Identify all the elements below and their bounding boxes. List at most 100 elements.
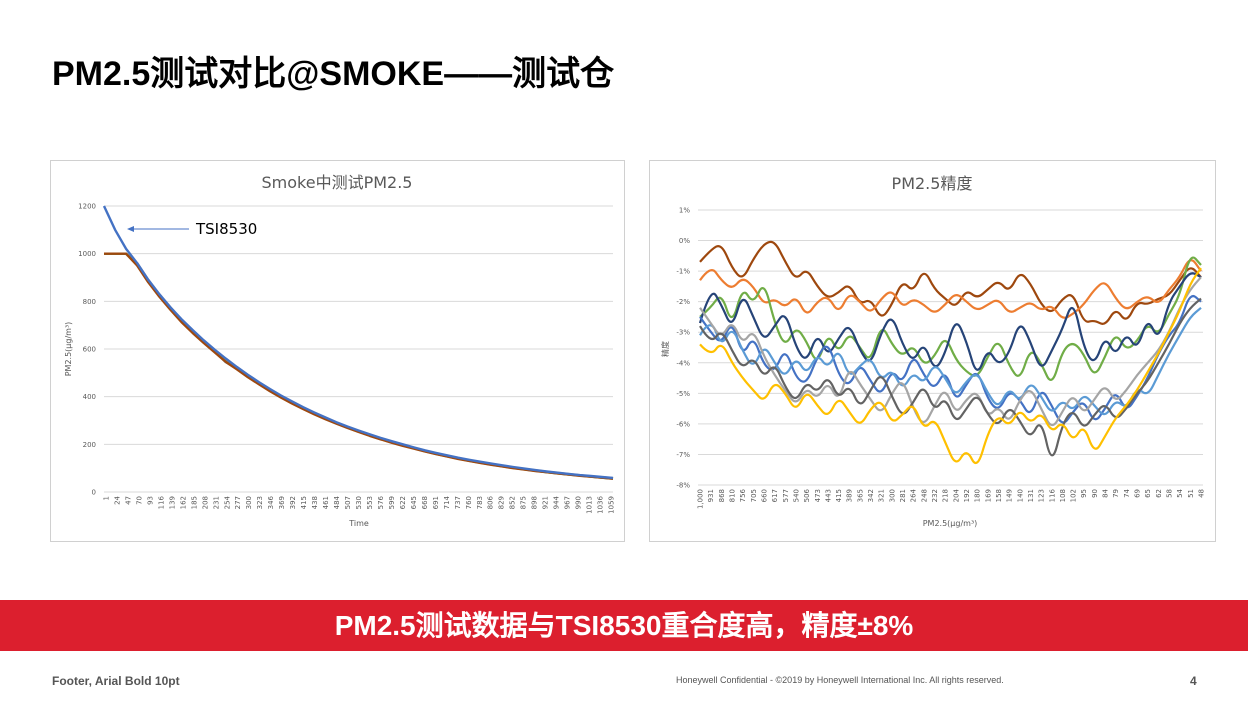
x-tick-label: 599 xyxy=(388,496,396,509)
x-tick-label: 484 xyxy=(333,495,341,509)
x-tick-label: 415 xyxy=(300,496,308,509)
y-tick-label: 0% xyxy=(679,237,690,245)
x-tick-label: 74 xyxy=(1123,488,1131,497)
chart-title: PM2.5精度 xyxy=(892,174,973,193)
y-tick-label: -1% xyxy=(676,268,690,276)
x-tick-label: 705 xyxy=(750,489,758,502)
y-axis-label: PM2.5(μg/m³) xyxy=(64,322,73,377)
x-tick-label: 392 xyxy=(289,496,297,509)
x-tick-label: 931 xyxy=(707,489,715,502)
y-tick-label: 400 xyxy=(83,393,96,401)
x-tick-label: 443 xyxy=(824,489,832,502)
y-tick-label: 600 xyxy=(83,346,96,354)
x-tick-label: 149 xyxy=(1006,489,1014,502)
x-tick-label: 300 xyxy=(245,496,253,509)
series-line xyxy=(699,256,1202,381)
series-line xyxy=(699,267,1202,465)
x-tick-label: 180 xyxy=(974,489,982,502)
series-line xyxy=(104,252,614,480)
x-tick-label: 365 xyxy=(856,489,864,502)
x-tick-label: 576 xyxy=(377,495,385,509)
x-tick-label: 158 xyxy=(995,489,1003,502)
x-tick-label: 530 xyxy=(355,496,363,509)
x-tick-label: 70 xyxy=(135,496,143,505)
y-tick-label: 800 xyxy=(83,298,96,306)
y-tick-label: -5% xyxy=(676,390,690,398)
x-tick-label: 116 xyxy=(1048,488,1056,502)
x-tick-label: 506 xyxy=(803,488,811,502)
x-tick-label: 660 xyxy=(760,489,768,502)
x-tick-label: 668 xyxy=(421,496,429,509)
y-tick-label: 1000 xyxy=(78,250,96,258)
x-tick-label: 1,000 xyxy=(697,489,705,509)
x-tick-label: 783 xyxy=(476,496,484,509)
x-tick-label: 139 xyxy=(168,496,176,509)
x-tick-label: 622 xyxy=(399,496,407,509)
series-line xyxy=(699,240,1202,325)
x-tick-label: 108 xyxy=(1059,489,1067,502)
chart-panel-pm25-accuracy: PM2.5精度 1% 0% -1% -2% -3% -4% -5% -6% -7% -8% 1,000… xyxy=(649,160,1216,542)
x-tick-label: 79 xyxy=(1112,489,1120,498)
chart-title: Smoke中测试PM2.5 xyxy=(262,173,413,192)
x-tick-label: 231 xyxy=(212,496,220,509)
x-tick-label: 323 xyxy=(256,496,264,509)
x-tick-label: 95 xyxy=(1080,489,1088,498)
slide-title: PM2.5测试对比@SMOKE——测试仓 xyxy=(52,55,615,93)
x-axis-label: PM2.5(μg/m³) xyxy=(923,519,978,528)
x-tick-label: 1 xyxy=(103,496,111,500)
series-line xyxy=(699,276,1202,427)
x-tick-label: 990 xyxy=(575,496,583,509)
x-tick-label: 264 xyxy=(910,488,918,502)
y-tick-label: -7% xyxy=(676,451,690,459)
x-tick-label: 1013 xyxy=(586,496,594,514)
x-tick-label: 185 xyxy=(190,496,198,509)
x-tick-label: 346 xyxy=(267,495,275,509)
x-tick-label: 438 xyxy=(311,496,319,509)
x-tick-label: 140 xyxy=(1016,489,1024,502)
arrow-head xyxy=(127,226,134,232)
x-tick-label: 47 xyxy=(124,496,132,505)
x-tick-label: 756 xyxy=(739,488,747,502)
x-tick-label: 58 xyxy=(1166,489,1174,498)
x-tick-label: 123 xyxy=(1038,489,1046,502)
x-tick-label: 944 xyxy=(553,495,561,509)
series-line xyxy=(699,306,1202,416)
x-tick-label: 553 xyxy=(366,496,374,509)
x-tick-label: 102 xyxy=(1070,489,1078,502)
x-tick-label: 204 xyxy=(952,488,960,502)
x-tick-label: 232 xyxy=(931,489,939,502)
x-tick-label: 48 xyxy=(1198,489,1206,498)
x-tick-label: 829 xyxy=(498,496,506,509)
x-tick-label: 898 xyxy=(531,496,539,509)
x-tick-label: 875 xyxy=(520,496,528,509)
x-tick-label: 51 xyxy=(1187,489,1195,498)
x-tick-label: 131 xyxy=(1027,489,1035,502)
x-tick-label: 760 xyxy=(465,496,473,509)
x-tick-label: 169 xyxy=(984,489,992,502)
x-tick-label: 473 xyxy=(814,489,822,502)
x-tick-label: 810 xyxy=(728,489,736,502)
x-tick-label: 714 xyxy=(443,495,451,509)
x-axis-label: Time xyxy=(348,519,369,528)
x-tick-label: 1036 xyxy=(597,495,605,513)
x-tick-label: 415 xyxy=(835,489,843,502)
y-tick-label: 1200 xyxy=(78,203,96,211)
pm25-accuracy-chart: PM2.5精度 1% 0% -1% -2% -3% -4% -5% -6% -7% -8% 1,000… xyxy=(660,174,1206,528)
x-tick-label: 868 xyxy=(718,489,726,502)
x-tick-label: 921 xyxy=(542,496,550,509)
y-axis-label: 精度 xyxy=(660,341,670,357)
x-tick-label: 967 xyxy=(564,496,572,509)
x-tick-label: 281 xyxy=(899,489,907,502)
confidential-notice: Honeywell Confidential - ©2019 by Honeyw… xyxy=(676,675,1004,685)
x-tick-label: 116 xyxy=(157,495,165,509)
y-tick-label: -8% xyxy=(676,482,690,490)
x-tick-label: 162 xyxy=(179,496,187,509)
x-tick-label: 389 xyxy=(846,489,854,502)
y-tick-label: -2% xyxy=(676,298,690,306)
x-tick-label: 737 xyxy=(454,496,462,509)
x-tick-label: 852 xyxy=(509,496,517,509)
x-tick-label: 54 xyxy=(1176,488,1184,497)
x-tick-label: 192 xyxy=(963,489,971,502)
x-tick-label: 577 xyxy=(782,489,790,502)
y-tick-label: -6% xyxy=(676,420,690,428)
